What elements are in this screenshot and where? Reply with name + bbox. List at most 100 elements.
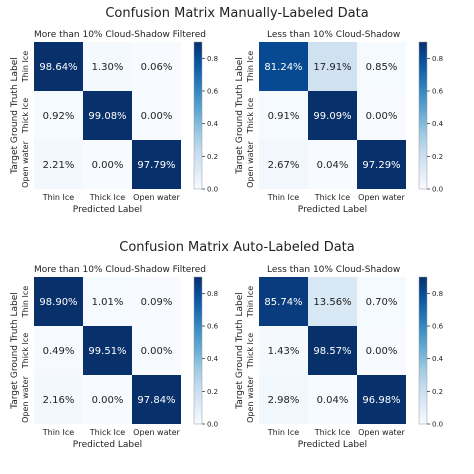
y-tick-label: Open water xyxy=(21,140,30,187)
manual-filtered-panel: More than 10% Cloud-Shadow Filtered 98.6… xyxy=(10,30,237,235)
heatmap-cell xyxy=(357,277,406,326)
confusion-matrix-chart: 98.64% 1.30% 0.06% 0.92% 99.08% 0.00% 2.21% 0.0… xyxy=(10,41,219,215)
cell-value-label: 1.43% xyxy=(268,346,300,357)
heatmap-cell xyxy=(34,375,83,424)
heatmap-cell xyxy=(259,277,308,326)
panel-title: More than 10% Cloud-Shadow Filtered xyxy=(34,265,207,275)
x-tick-label: Thick Ice xyxy=(314,193,351,202)
cell-value-label: 98.57% xyxy=(313,346,351,357)
x-tick-label: Thick Ice xyxy=(89,193,126,202)
heatmap-cell xyxy=(132,375,181,424)
cell-value-label: 0.00% xyxy=(141,346,173,357)
heatmap-cell xyxy=(83,91,132,140)
x-tick-label: Thick Ice xyxy=(89,428,126,437)
x-axis-label: Predicted Label xyxy=(73,205,142,215)
heatmap-cell xyxy=(34,140,83,189)
colorbar-tick-label: 0.0 xyxy=(207,421,218,429)
auto-filtered-panel: More than 10% Cloud-Shadow Filtered 98.9… xyxy=(10,265,237,470)
x-tick-label: Open water xyxy=(133,428,180,437)
colorbar xyxy=(193,41,203,190)
y-axis-label: Target Ground Truth Label xyxy=(10,292,20,410)
colorbar xyxy=(418,276,428,425)
heatmap-cell xyxy=(83,42,132,91)
cell-value-label: 97.79% xyxy=(137,160,175,171)
y-tick-label: Thick Ice xyxy=(246,98,255,135)
panel-title: Less than 10% Cloud-Shadow xyxy=(267,30,401,40)
heatmap-cell xyxy=(308,42,357,91)
y-tick-label: Open water xyxy=(246,375,255,422)
cell-value-label: 0.04% xyxy=(317,395,349,406)
heatmap-cell xyxy=(83,140,132,189)
heatmap-cell xyxy=(308,375,357,424)
colorbar xyxy=(418,41,428,190)
cell-value-label: 0.09% xyxy=(141,297,173,308)
cell-value-label: 17.91% xyxy=(313,62,351,73)
cell-value-label: 0.00% xyxy=(92,395,124,406)
heatmap-cell xyxy=(259,140,308,189)
colorbar-tick-label: 0.6 xyxy=(432,88,444,96)
heatmap-cell xyxy=(34,91,83,140)
cell-value-label: 97.84% xyxy=(137,395,175,406)
colorbar-tick-label: 0.4 xyxy=(207,120,219,128)
heatmap-cell xyxy=(357,91,406,140)
heatmap-cell xyxy=(132,277,181,326)
colorbar-tick-label: 0.0 xyxy=(207,186,218,194)
heatmap-cell xyxy=(83,326,132,375)
y-tick-label: Thin Ice xyxy=(246,286,255,319)
y-tick-label: Thick Ice xyxy=(21,333,30,370)
cell-value-label: 0.00% xyxy=(366,111,398,122)
heatmap-cell xyxy=(259,91,308,140)
heatmap-cell xyxy=(259,326,308,375)
colorbar-tick-label: 0.2 xyxy=(432,388,443,396)
cell-value-label: 85.74% xyxy=(264,297,302,308)
cell-value-label: 97.29% xyxy=(362,160,400,171)
cell-value-label: 0.00% xyxy=(366,346,398,357)
cell-value-label: 2.21% xyxy=(43,160,75,171)
cell-value-label: 0.04% xyxy=(317,160,349,171)
cell-value-label: 99.08% xyxy=(88,111,126,122)
y-tick-label: Thin Ice xyxy=(21,286,30,319)
y-axis-label: Target Ground Truth Label xyxy=(10,57,20,175)
cell-value-label: 81.24% xyxy=(264,62,302,73)
cell-value-label: 98.90% xyxy=(39,297,77,308)
colorbar-tick-label: 0.4 xyxy=(432,355,444,363)
y-tick-label: Thick Ice xyxy=(21,98,30,135)
heatmap-cell xyxy=(357,326,406,375)
confusion-matrix-chart: 98.90% 1.01% 0.09% 0.49% 99.51% 0.00% 2.16% 0.0… xyxy=(10,276,219,450)
confusion-matrix-chart: 85.74% 13.56% 0.70% 1.43% 98.57% 0.00% 2.98% 0.… xyxy=(235,276,444,450)
heatmap-cell xyxy=(308,140,357,189)
confusion-matrix-chart: 81.24% 17.91% 0.85% 0.91% 99.09% 0.00% 2.67% 0.… xyxy=(235,41,444,215)
manual-less-panel: Less than 10% Cloud-Shadow 81.24% 17.91% 0… xyxy=(235,30,474,235)
cell-value-label: 2.98% xyxy=(268,395,300,406)
colorbar-tick-label: 0.0 xyxy=(432,186,443,194)
heatmap-cell xyxy=(357,375,406,424)
cell-value-label: 0.49% xyxy=(43,346,75,357)
cell-value-label: 13.56% xyxy=(313,297,351,308)
x-tick-label: Thick Ice xyxy=(314,428,351,437)
y-tick-label: Open water xyxy=(246,140,255,187)
cell-value-label: 0.00% xyxy=(141,111,173,122)
cell-value-label: 2.67% xyxy=(268,160,300,171)
panel-title: More than 10% Cloud-Shadow Filtered xyxy=(34,30,207,40)
y-tick-label: Open water xyxy=(21,375,30,422)
panel-title: Less than 10% Cloud-Shadow xyxy=(267,265,401,275)
colorbar-tick-label: 0.2 xyxy=(432,153,443,161)
x-axis-label: Predicted Label xyxy=(298,205,367,215)
colorbar-tick-label: 0.2 xyxy=(207,153,218,161)
x-tick-label: Thin Ice xyxy=(267,428,300,437)
heatmap-cell xyxy=(259,375,308,424)
heatmap-cell xyxy=(357,140,406,189)
heatmap-cell xyxy=(34,326,83,375)
heatmap-cell xyxy=(308,91,357,140)
cell-value-label: 98.64% xyxy=(39,62,77,73)
colorbar xyxy=(193,276,203,425)
heatmap-cell xyxy=(83,277,132,326)
colorbar-tick-label: 0.8 xyxy=(207,55,218,63)
auto-less-panel: Less than 10% Cloud-Shadow 85.74% 13.56% 0… xyxy=(235,265,474,470)
x-tick-label: Open water xyxy=(358,428,405,437)
cell-value-label: 99.09% xyxy=(313,111,351,122)
cell-value-label: 2.16% xyxy=(43,395,75,406)
heatmap-cell xyxy=(357,42,406,91)
heatmap-cell xyxy=(132,140,181,189)
